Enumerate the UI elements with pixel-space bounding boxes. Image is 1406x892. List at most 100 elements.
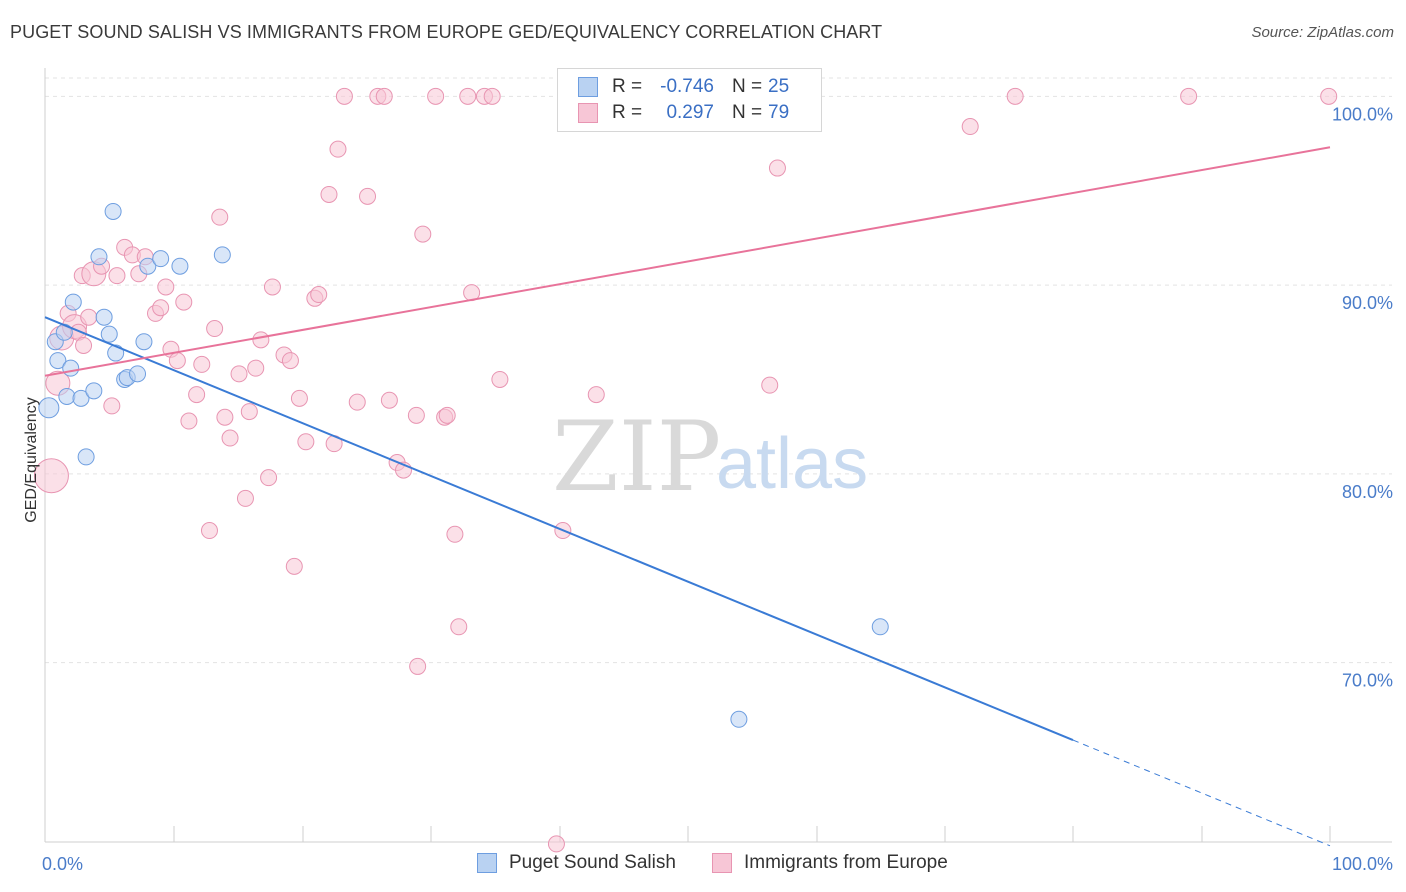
europe-point (291, 390, 307, 406)
europe-point (460, 88, 476, 104)
europe-point (410, 658, 426, 674)
europe-point (253, 332, 269, 348)
europe-point (241, 404, 257, 420)
europe-point (194, 356, 210, 372)
salish-point (153, 251, 169, 267)
europe-point (381, 392, 397, 408)
salish-point (63, 360, 79, 376)
grid-lines (45, 78, 1392, 663)
europe-point (169, 353, 185, 369)
europe-point (769, 160, 785, 176)
europe-point (104, 398, 120, 414)
salish-point (91, 249, 107, 265)
series-legend: Puget Sound Salish Immigrants from Europ… (0, 852, 1406, 878)
europe-point (492, 371, 508, 387)
europe-point (1181, 88, 1197, 104)
salish-point (78, 449, 94, 465)
europe-point (962, 119, 978, 135)
europe-point (81, 309, 97, 325)
europe-point (109, 268, 125, 284)
salish-point (65, 294, 81, 310)
salish-trend-line (45, 317, 1073, 740)
salish-point (872, 619, 888, 635)
europe-point (212, 209, 228, 225)
legend-r-label: R = (612, 102, 648, 124)
europe-point (153, 300, 169, 316)
salish-point (214, 247, 230, 263)
legend-n-label: N = (732, 102, 768, 124)
legend-item-puget-sound-salish[interactable]: Puget Sound Salish (477, 852, 676, 874)
legend-row-salish: R = -0.746 N = 25 (578, 75, 789, 99)
europe-point (484, 88, 500, 104)
europe-point (181, 413, 197, 429)
y-tick-label: 100.0% (1332, 104, 1393, 124)
europe-point (237, 490, 253, 506)
europe-point (451, 619, 467, 635)
legend-n-label: N = (732, 76, 768, 98)
y-axis-label: GED/Equivalency (23, 397, 40, 522)
legend-item-immigrants-from-europe[interactable]: Immigrants from Europe (712, 852, 948, 874)
europe-point (439, 407, 455, 423)
legend-label-europe: Immigrants from Europe (744, 852, 948, 874)
salish-point (101, 326, 117, 342)
legend-n-value: 79 (768, 102, 789, 124)
europe-point (217, 409, 233, 425)
europe-point (311, 287, 327, 303)
europe-point (298, 434, 314, 450)
europe-point (264, 279, 280, 295)
europe-point (762, 377, 778, 393)
salish-point (86, 383, 102, 399)
legend-n-value: 25 (768, 76, 789, 98)
europe-point (1007, 88, 1023, 104)
watermark-zip: ZIP (552, 401, 721, 513)
salish-point (108, 345, 124, 361)
salish-point (130, 366, 146, 382)
legend-r-value: -0.746 (648, 76, 714, 98)
europe-point (1321, 88, 1337, 104)
europe-point (360, 188, 376, 204)
europe-point (349, 394, 365, 410)
europe-point (158, 279, 174, 295)
correlation-legend: R = -0.746 N = 25 R = 0.297 N = 79 (557, 68, 822, 132)
salish-point (105, 203, 121, 219)
legend-label-salish: Puget Sound Salish (509, 852, 676, 874)
europe-point (176, 294, 192, 310)
y-tick-label: 80.0% (1342, 482, 1393, 502)
salish-point (136, 334, 152, 350)
europe-point (415, 226, 431, 242)
europe-point (222, 430, 238, 446)
salish-point (96, 309, 112, 325)
legend-swatch-blue (477, 853, 497, 873)
europe-point (201, 523, 217, 539)
europe-point (447, 526, 463, 542)
legend-r-label: R = (612, 76, 648, 98)
y-tick-label: 70.0% (1342, 671, 1393, 691)
watermark: ZIP atlas (552, 401, 868, 513)
legend-swatch-blue (578, 77, 598, 97)
salish-point (172, 258, 188, 274)
europe-point (588, 387, 604, 403)
europe-point (321, 186, 337, 202)
europe-point (207, 321, 223, 337)
europe-point (261, 470, 277, 486)
salish-point (39, 398, 59, 418)
legend-row-europe: R = 0.297 N = 79 (578, 101, 789, 125)
europe-point (286, 558, 302, 574)
europe-point (548, 836, 564, 852)
y-tick-label: 90.0% (1342, 293, 1393, 313)
europe-point (330, 141, 346, 157)
salish-point (59, 388, 75, 404)
europe-point (428, 88, 444, 104)
watermark-atlas: atlas (716, 424, 868, 504)
salish-point (731, 711, 747, 727)
europe-trend-line (45, 147, 1330, 375)
legend-swatch-pink (712, 853, 732, 873)
europe-point (336, 88, 352, 104)
europe-point (76, 338, 92, 354)
europe-point (248, 360, 264, 376)
legend-swatch-pink (578, 103, 598, 123)
europe-point (408, 407, 424, 423)
europe-point (231, 366, 247, 382)
europe-point (189, 387, 205, 403)
